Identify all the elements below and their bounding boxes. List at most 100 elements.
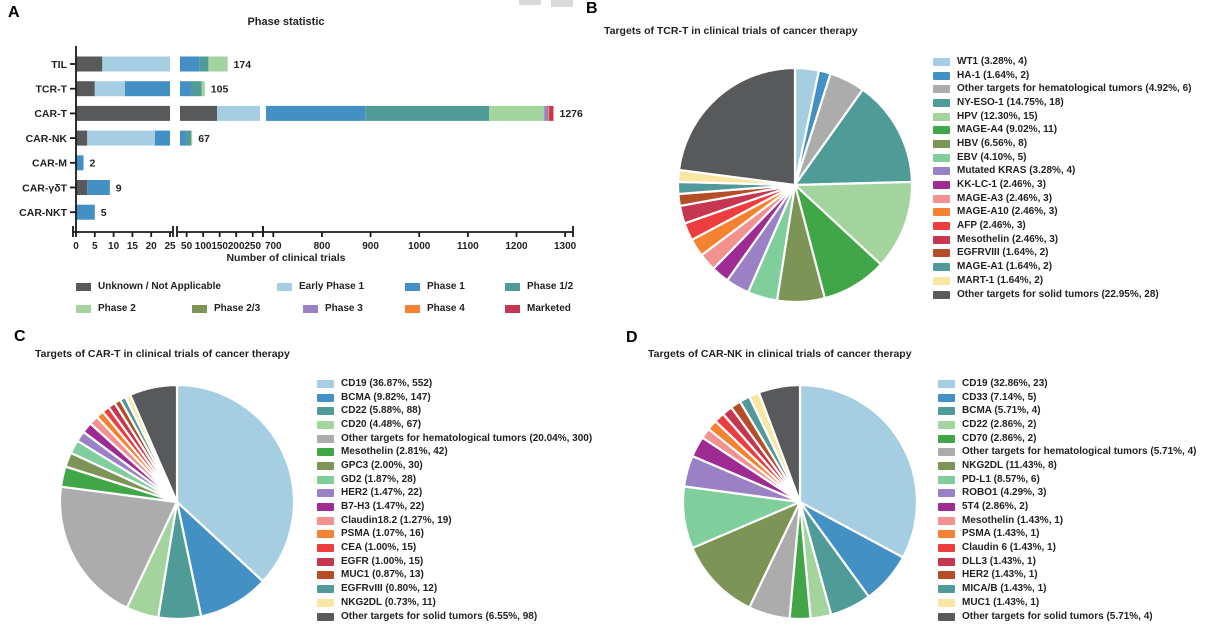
pie-legend-item: Mutated KRAS (3.28%, 4) bbox=[933, 165, 1192, 179]
legend-label: Early Phase 1 bbox=[299, 281, 365, 292]
legend-label: Other targets for solid tumors (5.71%, 4… bbox=[962, 610, 1153, 622]
bar-segment-Early Phase 1 bbox=[217, 105, 260, 121]
pie-legend-item: Mesothelin (2.46%, 3) bbox=[933, 233, 1192, 247]
legend-color-chip bbox=[938, 475, 955, 484]
pie-legend-item: MAGE-A4 (9.02%, 11) bbox=[933, 123, 1192, 137]
legend-label: Other targets for hematological tumors (… bbox=[962, 446, 1197, 458]
bar-category-label: CAR-γδT bbox=[22, 182, 67, 194]
legend-label: 5T4 (2.86%, 2) bbox=[962, 501, 1029, 513]
pie-slice-Other targets for solid tumors bbox=[757, 383, 802, 504]
legend-color-chip bbox=[277, 283, 292, 291]
bar-segment-Phase 1 bbox=[180, 56, 200, 72]
x-tick-label: 200 bbox=[228, 241, 245, 252]
legend-label: GPC3 (2.00%, 30) bbox=[341, 459, 423, 471]
bar-segment-Unknown / Not Applicable bbox=[76, 56, 103, 72]
legend-color-chip bbox=[938, 379, 955, 388]
bar-segment-Early Phase 1 bbox=[94, 81, 125, 97]
pie-legend-item: NKG2DL (11.43%, 8) bbox=[938, 459, 1197, 473]
bar-category-label: CAR-NK bbox=[26, 133, 68, 145]
bar-category-label: CAR-T bbox=[34, 108, 67, 120]
bar-segment-Phase 3 bbox=[544, 105, 549, 121]
legend-label: Other targets for hematological tumors (… bbox=[341, 432, 593, 444]
x-tick-label: 1300 bbox=[554, 241, 577, 252]
pie-legend-item: Mesothelin (2.81%, 42) bbox=[317, 445, 592, 459]
x-tick-label: 15 bbox=[127, 241, 139, 252]
legend-label: EGFR (1.00%, 15) bbox=[341, 555, 424, 567]
legend-color-chip bbox=[933, 249, 950, 258]
legend-color-chip bbox=[938, 407, 955, 416]
bar-segment-Phase 1 bbox=[87, 180, 110, 195]
legend-color-chip bbox=[76, 283, 91, 291]
pie-legend-item: Other targets for hematological tumors (… bbox=[933, 82, 1192, 96]
legend-label: Phase 2 bbox=[98, 303, 136, 314]
legend-color-chip bbox=[938, 393, 955, 402]
phase-legend-item: Phase 4 bbox=[405, 304, 465, 314]
pie-legend-item: Claudin 6 (1.43%, 1) bbox=[938, 541, 1197, 555]
legend-color-chip bbox=[938, 571, 955, 580]
legend-color-chip bbox=[938, 516, 955, 525]
pie-legend-item: GD2 (1.87%, 28) bbox=[317, 473, 592, 487]
legend-color-chip bbox=[317, 420, 334, 429]
legend-label: Other targets for solid tumors (6.55%, 9… bbox=[341, 610, 538, 622]
legend-color-chip bbox=[317, 489, 334, 498]
bar-segment-Phase 1 bbox=[124, 81, 170, 97]
pie-legend-item: AFP (2.46%, 3) bbox=[933, 219, 1192, 233]
legend-label: HER2 (1.43%, 1) bbox=[962, 569, 1038, 581]
x-tick-label: 0 bbox=[73, 241, 79, 252]
bar-segment-Phase 2 bbox=[208, 56, 228, 72]
legend-label: Mesothelin (2.46%, 3) bbox=[957, 233, 1059, 245]
legend-color-chip bbox=[933, 126, 950, 135]
panel-d-letter: D bbox=[626, 329, 638, 346]
legend-color-chip bbox=[933, 290, 950, 299]
legend-color-chip bbox=[938, 585, 955, 594]
legend-color-chip bbox=[405, 305, 420, 313]
legend-label: Other targets for solid tumors (22.95%, … bbox=[957, 288, 1159, 300]
pie-legend-item: EGFRVIII (1.64%, 2) bbox=[933, 247, 1192, 261]
pie-slice-NY-ESO-1 bbox=[793, 88, 914, 187]
x-tick-label: 50 bbox=[181, 241, 193, 252]
bar-segment-Phase 1 bbox=[76, 155, 84, 171]
bar-total-label: 5 bbox=[101, 207, 107, 219]
x-tick-label: 900 bbox=[362, 241, 379, 252]
legend-label: HER2 (1.47%, 22) bbox=[341, 487, 423, 499]
x-tick-label: 150 bbox=[211, 241, 228, 252]
bar-segment-Phase 2 bbox=[201, 81, 205, 97]
tcrt-pie-chart bbox=[676, 66, 914, 304]
bar-segment-Early Phase 1 bbox=[102, 56, 170, 72]
pie-legend-item: Other targets for hematological tumors (… bbox=[938, 445, 1197, 459]
tcrt-pie-legend: WT1 (3.28%, 4) HA-1 (1.64%, 2) Other targe… bbox=[933, 55, 1192, 301]
pie-legend-item: CD22 (5.88%, 88) bbox=[317, 404, 592, 418]
pie-legend-item: HPV (12.30%, 15) bbox=[933, 110, 1192, 124]
bar-row-CAR-γδT: 9 bbox=[76, 180, 122, 195]
bar-row-CAR-T: 1276 bbox=[76, 105, 583, 121]
legend-color-chip bbox=[505, 283, 520, 291]
legend-color-chip bbox=[317, 393, 334, 402]
pie-legend-item: HBV (6.56%, 8) bbox=[933, 137, 1192, 151]
legend-color-chip bbox=[317, 585, 334, 594]
carnk-pie-chart bbox=[681, 383, 919, 621]
legend-label: CD22 (2.86%, 2) bbox=[962, 418, 1037, 430]
legend-color-chip bbox=[933, 194, 950, 203]
legend-color-chip bbox=[317, 434, 334, 443]
legend-label: Phase 1 bbox=[427, 281, 465, 292]
bar-total-label: 9 bbox=[116, 182, 122, 194]
bar-segment-Phase 1 bbox=[266, 105, 366, 121]
pie-legend-item: EGFRvIII (0.80%, 12) bbox=[317, 582, 592, 596]
pie-legend-item: MUC1 (0.87%, 13) bbox=[317, 569, 592, 583]
legend-label: Marketed bbox=[527, 303, 571, 314]
legend-label: CEA (1.00%, 15) bbox=[341, 542, 417, 554]
legend-label: MAGE-A4 (9.02%, 11) bbox=[957, 124, 1058, 136]
legend-color-chip bbox=[317, 571, 334, 580]
legend-label: KK-LC-1 (2.46%, 3) bbox=[957, 179, 1046, 191]
legend-label: AFP (2.46%, 3) bbox=[957, 220, 1026, 232]
bar-segment-Unknown / Not Applicable bbox=[76, 130, 88, 146]
bar-segment-Phase 1/2 bbox=[185, 130, 192, 146]
x-tick-label: 5 bbox=[92, 241, 98, 252]
legend-color-chip bbox=[933, 153, 950, 162]
legend-color-chip bbox=[317, 503, 334, 512]
legend-color-chip bbox=[317, 598, 334, 607]
legend-label: BCMA (5.71%, 4) bbox=[962, 405, 1041, 417]
legend-label: PSMA (1.43%, 1) bbox=[962, 528, 1040, 540]
bar-segment-Unknown / Not Applicable bbox=[76, 105, 170, 121]
pie-slice-NKG2DL bbox=[691, 500, 802, 609]
